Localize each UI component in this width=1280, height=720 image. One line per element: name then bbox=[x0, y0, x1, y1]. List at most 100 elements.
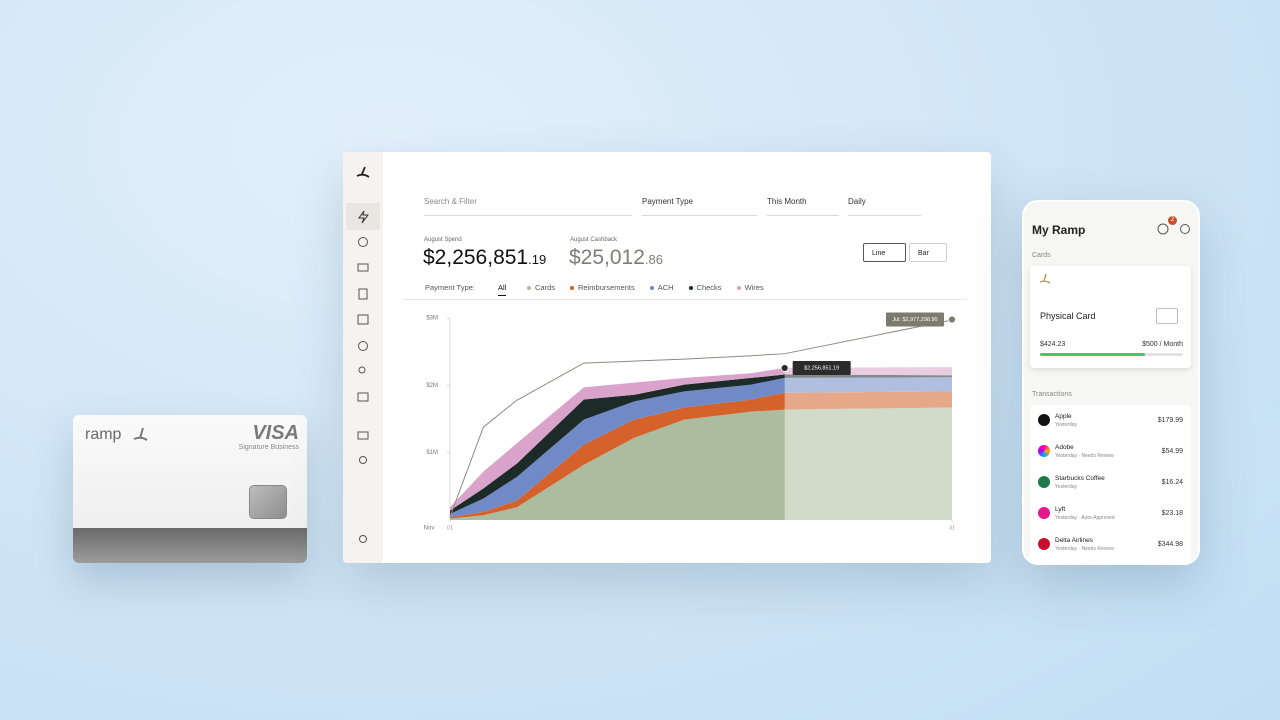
transaction-status: Yesterday · Needs Review bbox=[1055, 453, 1114, 459]
merchant-icon bbox=[1038, 507, 1050, 519]
transaction-amount: $16.24 bbox=[1161, 479, 1183, 486]
transaction-list: Apple Yesterday $179.99 Adobe Yesterday · Ne… bbox=[1030, 405, 1191, 563]
nav-icon[interactable] bbox=[357, 392, 369, 402]
stat-cents: .19 bbox=[528, 252, 547, 267]
cashback-icon[interactable] bbox=[1157, 223, 1169, 235]
legend-label[interactable]: ACH bbox=[657, 283, 674, 292]
legend-dot bbox=[527, 286, 531, 290]
phone-title: My Ramp bbox=[1032, 223, 1086, 237]
stat-value: $25,012.86 bbox=[569, 247, 663, 268]
y-tick-label: $1M bbox=[426, 450, 438, 456]
transaction-amount: $54.99 bbox=[1161, 448, 1183, 455]
tabs-label: Payment Type: bbox=[425, 283, 475, 292]
logo bbox=[356, 166, 370, 178]
stat-amount: $2,256,851 bbox=[423, 246, 529, 269]
limit-progress bbox=[1040, 353, 1145, 356]
x-tick-label: 01 bbox=[447, 525, 453, 531]
stat-cents: .86 bbox=[644, 252, 663, 267]
period-filter[interactable]: This Month bbox=[767, 197, 807, 206]
credit-card: ramp VISA Signature Business bbox=[73, 415, 307, 563]
phone-icons bbox=[1157, 223, 1190, 235]
merchant-name: Lyft bbox=[1055, 506, 1066, 513]
transaction-amount: $179.99 bbox=[1157, 417, 1183, 424]
merchant-name: Apple bbox=[1055, 413, 1072, 420]
legend: Cards Reimbursements ACH Checks Wires bbox=[527, 283, 827, 293]
legend-label[interactable]: Wires bbox=[744, 283, 764, 292]
area-series bbox=[450, 391, 952, 519]
settings-icon[interactable] bbox=[1180, 224, 1190, 234]
x-axis-label: Nov bbox=[424, 526, 435, 532]
area-series bbox=[450, 367, 952, 511]
legend-dot bbox=[688, 286, 693, 290]
settings-icon[interactable] bbox=[359, 535, 367, 543]
transaction-row[interactable]: Adobe Yesterday · Needs Review $54.99 bbox=[1030, 436, 1191, 467]
sidebar bbox=[343, 152, 383, 563]
limit-track bbox=[1040, 353, 1183, 356]
card-logo bbox=[1039, 273, 1051, 284]
tab-all[interactable]: All bbox=[498, 284, 507, 296]
bar-button[interactable]: Bar bbox=[909, 243, 947, 262]
card-tile[interactable]: Physical Card $424.23 $500 / Month bbox=[1030, 266, 1191, 368]
transaction-status: Yesterday bbox=[1055, 422, 1078, 428]
transaction-status: Yesterday · Needs Review bbox=[1055, 546, 1114, 552]
notification-badge: 2 bbox=[1168, 216, 1177, 225]
card-band bbox=[73, 528, 307, 563]
nav-icon[interactable] bbox=[358, 237, 368, 247]
transaction-row[interactable]: Apple Yesterday $179.99 bbox=[1030, 405, 1191, 436]
card-network: VISA bbox=[252, 422, 299, 444]
sidebar-icons bbox=[346, 166, 380, 543]
stat-label: August Spend bbox=[424, 237, 462, 243]
phone: My Ramp 2 Cards Physical Card $424.23 $5… bbox=[1022, 200, 1200, 565]
projection-line bbox=[449, 319, 953, 517]
card-chip bbox=[249, 485, 287, 519]
nav-icon[interactable] bbox=[359, 456, 367, 464]
chart: Nov $1M $2M $3M 01 31 $2,256,851.19 Jul: $2,97… bbox=[424, 312, 956, 532]
transaction-row[interactable]: Lyft Yesterday · Auto-Approved $23.18 bbox=[1030, 498, 1191, 529]
merchant-name: Adobe bbox=[1055, 444, 1074, 451]
nav-active[interactable] bbox=[346, 203, 380, 230]
tooltip-label: $2,256,851.19 bbox=[804, 365, 839, 371]
y-tick-label: $3M bbox=[426, 316, 438, 322]
card-name: Physical Card bbox=[1040, 311, 1096, 321]
merchant-icon bbox=[1038, 414, 1050, 426]
nav-icon[interactable] bbox=[358, 341, 368, 351]
interval-filter[interactable]: Daily bbox=[848, 197, 866, 206]
merchant-name: Starbucks Coffee bbox=[1055, 475, 1105, 482]
nav-icon[interactable] bbox=[358, 288, 368, 300]
card-brand: ramp bbox=[85, 426, 122, 443]
nav-icon[interactable] bbox=[357, 431, 369, 440]
transaction-row[interactable]: Delta Airlines Yesterday · Needs Review $3… bbox=[1030, 529, 1191, 560]
card-spent: $424.23 bbox=[1040, 341, 1066, 348]
legend-label[interactable]: Checks bbox=[696, 283, 722, 292]
search-input[interactable]: Search & Filter bbox=[424, 197, 477, 206]
line-button[interactable]: Line bbox=[863, 243, 906, 262]
card-logo bbox=[133, 427, 148, 441]
merchant-icon bbox=[1038, 538, 1050, 550]
section-heading: Cards bbox=[1032, 252, 1051, 259]
tooltip-point bbox=[948, 315, 956, 324]
legend-dot bbox=[736, 286, 741, 290]
nav-icon[interactable] bbox=[357, 314, 369, 325]
forecast-shade bbox=[784, 318, 952, 520]
nav-icon[interactable] bbox=[358, 210, 369, 224]
payment-type-filter[interactable]: Payment Type bbox=[642, 197, 693, 206]
merchant-icon bbox=[1038, 445, 1050, 457]
card-limit: $500 / Month bbox=[1142, 341, 1183, 348]
stat-label: August Cashback bbox=[570, 237, 618, 243]
legend-label[interactable]: Reimbursements bbox=[578, 283, 635, 292]
legend-dot bbox=[649, 286, 654, 290]
transaction-row[interactable]: Starbucks Coffee Yesterday $16.24 bbox=[1030, 467, 1191, 498]
nav-icon[interactable] bbox=[358, 366, 366, 374]
tooltip-point bbox=[780, 364, 789, 372]
chip-icon bbox=[1156, 308, 1178, 324]
section-heading: Transactions bbox=[1032, 391, 1072, 398]
nav-icon[interactable] bbox=[357, 263, 369, 272]
card-tier: Signature Business bbox=[238, 444, 299, 451]
legend-label[interactable]: Cards bbox=[535, 283, 556, 292]
transaction-amount: $344.98 bbox=[1157, 541, 1183, 548]
y-tick-label: $2M bbox=[426, 383, 438, 389]
area-series bbox=[450, 374, 952, 514]
transaction-amount: $23.18 bbox=[1161, 510, 1183, 517]
tooltip-box bbox=[886, 312, 944, 327]
transaction-status: Yesterday · Auto-Approved bbox=[1055, 515, 1115, 521]
